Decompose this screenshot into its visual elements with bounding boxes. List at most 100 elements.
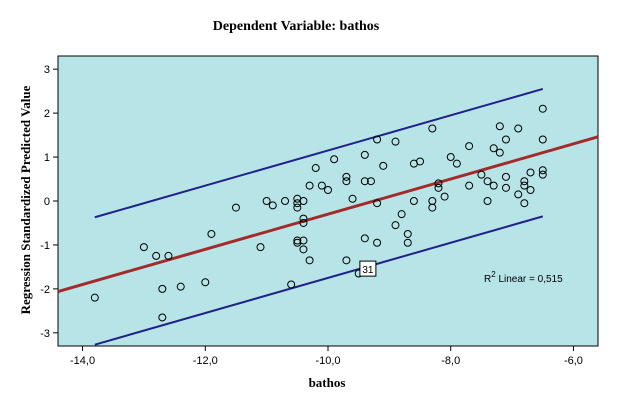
x-tick-label: -8,0	[441, 355, 460, 367]
data-point	[305, 181, 314, 190]
chart-title: Dependent Variable: bathos	[213, 19, 380, 34]
data-point	[293, 203, 302, 212]
data-point	[379, 161, 388, 170]
data-point	[409, 197, 418, 205]
data-point	[164, 251, 173, 260]
x-axis-title: bathos	[309, 375, 346, 390]
data-point	[360, 234, 369, 243]
r2-annotation-r: R	[484, 274, 491, 285]
y-tick-label: -1	[40, 240, 50, 252]
data-points	[90, 104, 547, 322]
y-tick-label: -2	[40, 284, 50, 296]
y-tick-label: 3	[44, 64, 50, 76]
data-point	[477, 170, 486, 179]
regression-fit-line	[57, 135, 599, 293]
data-point	[514, 190, 523, 199]
x-axis: -14,0 -12,0 -10,0 -8,0 -6,0	[70, 346, 583, 367]
data-point	[360, 177, 369, 186]
data-point	[324, 186, 332, 195]
data-point	[373, 238, 382, 247]
data-point	[495, 148, 504, 157]
data-point	[311, 164, 320, 173]
r2-annotation-rest: Linear = 0,515	[496, 274, 563, 285]
data-point	[201, 278, 210, 287]
data-point	[538, 104, 547, 113]
data-point	[176, 282, 185, 291]
data-point	[342, 256, 351, 265]
data-point	[538, 135, 547, 144]
data-point	[483, 177, 492, 186]
data-point	[440, 192, 449, 201]
data-point	[452, 159, 461, 168]
data-point	[342, 172, 351, 181]
data-point	[501, 172, 510, 181]
upper-confidence-line	[94, 87, 544, 219]
data-point	[299, 236, 308, 245]
data-point	[495, 122, 504, 131]
data-point	[256, 243, 265, 252]
data-point	[520, 199, 529, 208]
data-point	[434, 183, 443, 192]
data-point	[366, 177, 375, 186]
data-point	[501, 135, 510, 144]
x-tick-label: -12,0	[193, 355, 218, 367]
data-point	[465, 142, 474, 151]
data-point	[428, 197, 437, 205]
data-point	[483, 197, 492, 205]
data-point	[403, 229, 412, 238]
data-point	[207, 229, 216, 238]
data-point	[268, 201, 277, 210]
data-point	[526, 168, 535, 177]
data-point	[330, 155, 339, 164]
data-point	[403, 238, 412, 247]
data-point	[360, 150, 369, 159]
data-point	[465, 181, 474, 190]
point-label-box	[359, 260, 377, 277]
data-point	[391, 221, 400, 230]
data-point	[526, 186, 535, 195]
data-point	[428, 124, 437, 133]
data-point	[293, 236, 302, 245]
data-point	[373, 135, 382, 144]
y-tick-label: -3	[40, 328, 50, 340]
plot-area	[57, 55, 599, 347]
r2-annotation: R2 Linear = 0,515	[484, 270, 563, 285]
lower-confidence-line	[94, 215, 544, 346]
x-tick-label: -14,0	[70, 355, 95, 367]
data-point	[299, 218, 308, 227]
data-point	[520, 177, 529, 186]
data-point	[538, 166, 547, 175]
data-point	[348, 194, 357, 203]
r2-annotation-sup: 2	[491, 270, 496, 279]
data-point	[262, 197, 271, 205]
data-point	[287, 280, 296, 289]
data-point	[416, 157, 425, 166]
data-point	[152, 251, 161, 260]
data-point	[342, 177, 351, 186]
data-point	[299, 245, 308, 254]
x-tick-label: -10,0	[315, 355, 340, 367]
y-axis-title: Regression Standardized Predicted Value	[18, 85, 33, 314]
data-point	[489, 181, 498, 190]
data-point	[489, 144, 498, 153]
data-point	[514, 124, 523, 133]
y-tick-label: 1	[44, 152, 50, 164]
y-axis: -3 -2 -1 0 1 2 3	[40, 64, 58, 340]
fit-lines	[57, 87, 599, 346]
data-point	[520, 181, 529, 190]
data-point	[434, 179, 443, 188]
data-point	[281, 197, 290, 205]
data-point	[538, 170, 547, 179]
data-point	[158, 313, 167, 322]
data-point	[305, 256, 314, 265]
data-point	[299, 214, 308, 223]
y-tick-label: 2	[44, 108, 50, 120]
data-point	[90, 293, 99, 302]
point-label-text: 31	[362, 265, 374, 276]
x-tick-label: -6,0	[564, 355, 583, 367]
y-tick-label: 0	[44, 196, 50, 208]
data-point	[139, 243, 148, 252]
data-point	[299, 197, 308, 205]
point-label: 31	[359, 260, 377, 277]
